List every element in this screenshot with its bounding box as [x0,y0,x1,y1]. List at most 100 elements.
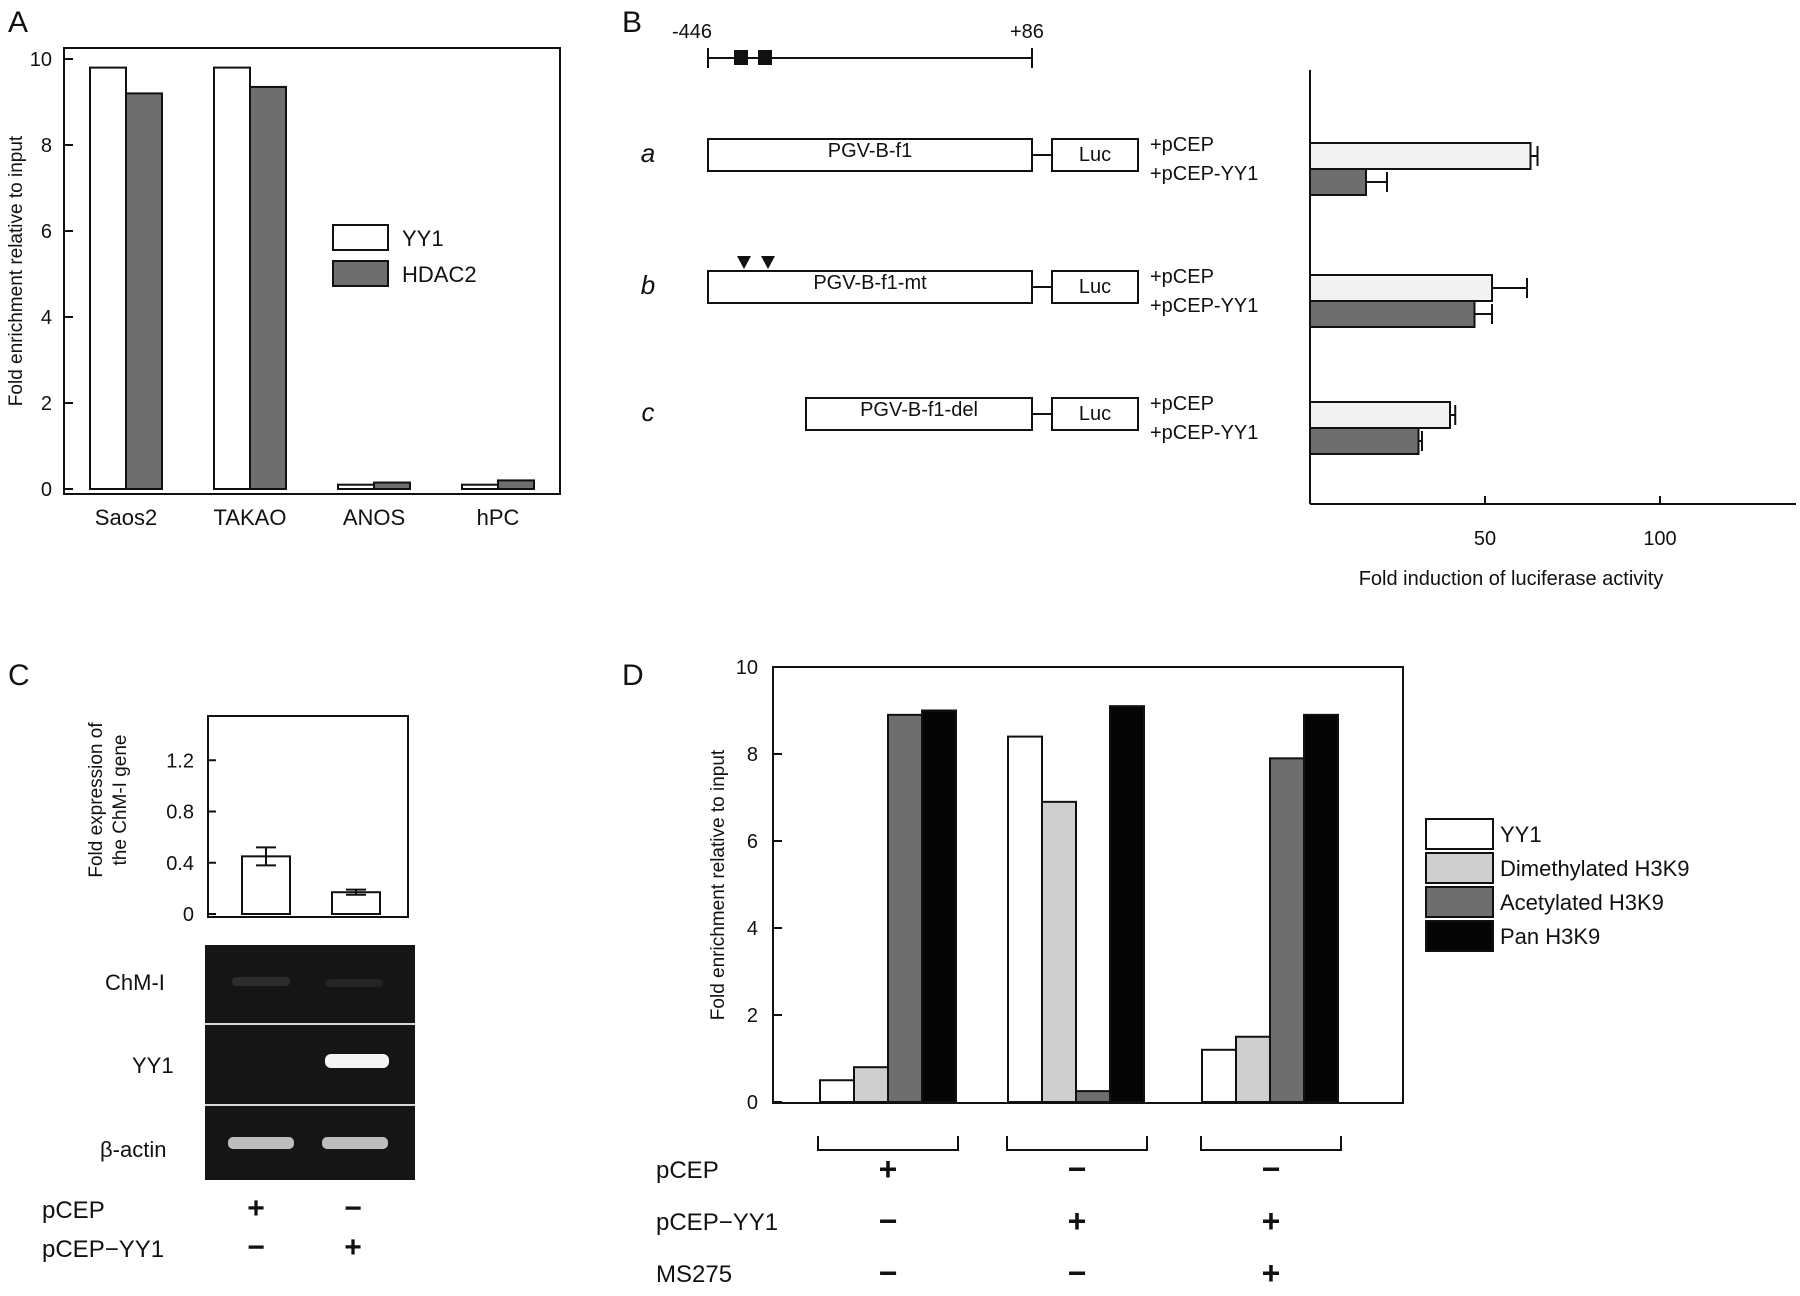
gel-band-actin-yy1 [322,1137,388,1149]
panel-d-condition-label: pCEP−YY1 [656,1209,778,1236]
panel-a-category-label: hPC [477,505,520,530]
construct-name: PGV-B-f1 [828,140,912,162]
panel-b-bar [1309,142,1532,170]
panel-a-category-label: TAKAO [214,505,287,530]
panel-d-bar [1075,1090,1111,1103]
panel-d-bar [1269,757,1305,1103]
construct-letter: a [641,138,655,168]
gel-band-yy1-yy1 [325,1054,389,1068]
construct-letter: b [641,270,655,300]
panel-label-d: D [622,659,644,692]
panel-d-bar [1201,1048,1237,1104]
panel-d-y-tick-label: 8 [747,744,758,766]
luc-box [1051,138,1139,172]
panel-d-condition-label: pCEP [656,1157,719,1184]
panel-a-bar [373,481,411,490]
panel-a-bar [337,483,375,491]
panel-d-y-tick-label: 10 [736,657,758,679]
panel-b-x-axis-label: Fold induction of luciferase activity [1359,568,1664,590]
panel-d-condition-mark: − [879,1203,898,1239]
panel-d-condition-mark: − [1262,1151,1281,1187]
map-start-label: -446 [672,21,712,43]
panel-c-plot-frame [207,715,409,918]
gel-label-actin: β-actin [100,1137,166,1162]
mutation-arrow-1 [737,256,751,269]
panel-d-condition-mark: + [1068,1203,1087,1239]
panel-d-condition-mark: + [1262,1255,1281,1291]
panel-d-legend-swatch [1425,920,1494,952]
gel-band-chmi-pcep [232,977,290,986]
panel-d-group-bracket [1006,1136,1148,1151]
panel-c-y-tick-label: 0 [183,904,194,926]
panel-a-y-tick-label: 8 [41,135,52,157]
panel-a-chart: Fold enrichment relative to input 0 2 4 6 8 1… [6,47,561,530]
panel-b-bar [1309,401,1451,429]
gel-label-yy1: YY1 [132,1053,174,1078]
gel-label-chmi: ChM-I [105,970,165,995]
map-end-label: +86 [1010,21,1044,43]
panel-label-b: B [622,6,642,39]
panel-a-y-axis-label: Fold enrichment relative to input [6,135,27,406]
panel-d-legend-label: Acetylated H3K9 [1500,890,1664,915]
panel-d-legend-swatch [1425,852,1494,884]
panel-a-bar [249,85,287,490]
panel-d-legend-label: Pan H3K9 [1500,924,1600,949]
panel-a-bar [461,483,499,491]
panel-d-legend-swatch [1425,818,1494,850]
gel-image: ChM-I YY1 β-actin [100,945,415,1180]
panel-d-legend-label: Dimethylated H3K9 [1500,856,1690,881]
panel-a-bar [213,66,251,490]
panel-d-y-tick-label: 2 [747,1005,758,1027]
construct-box [707,270,1033,304]
construct-box [805,397,1033,431]
panel-a-legend-label: YY1 [402,226,444,251]
panel-d-bar [853,1066,889,1103]
panel-c-y-axis-label-line2: the ChM-I gene [110,735,131,866]
panel-d-bar [1235,1035,1271,1103]
panel-b-x-tick-label: 100 [1643,528,1676,550]
panel-d-y-tick-label: 6 [747,831,758,853]
panel-a-category-label: ANOS [343,505,405,530]
panel-c-condition-mark: + [344,1231,362,1264]
panel-a-y-tick-label: 6 [41,221,52,243]
panel-c-chart: Fold expression of the ChM-I gene 0 0.4 0.… [42,715,415,1264]
panel-a-y-tick-label: 10 [30,49,52,71]
luc-label: Luc [1079,276,1111,298]
panel-a-y-tick-label: 0 [41,479,52,501]
mutation-arrow-2 [761,256,775,269]
luc-label: Luc [1079,403,1111,425]
panel-b-bar [1309,427,1420,455]
panel-c-condition-label: pCEP−YY1 [42,1236,164,1263]
panel-d-chart: Fold enrichment relative to input 0 2 4 6 8 1… [656,657,1690,1291]
panel-a-bar [497,479,535,490]
panel-c-condition-mark: + [247,1192,265,1225]
panel-b-bar [1309,300,1476,328]
panel-a-legend-swatch [332,224,389,251]
panel-d-condition-label: MS275 [656,1261,732,1288]
panel-a-y-tick-label: 2 [41,393,52,415]
panel-d-bar [1041,800,1077,1103]
panel-c-y-axis-label-line1: Fold expression of [86,722,107,878]
panel-c-y-tick-label: 0.8 [166,802,194,824]
panel-a-bar [125,92,163,491]
pcep-label: +pCEP [1150,134,1214,156]
panel-a-bar [89,66,127,490]
pcep-yy1-label: +pCEP-YY1 [1150,163,1258,185]
panel-b-x-tick-label: 50 [1474,528,1496,550]
panel-c-condition-mark: − [247,1231,265,1264]
construct-name: PGV-B-f1-del [860,399,978,421]
panel-d-y-axis-label: Fold enrichment relative to input [708,749,729,1020]
panel-d-condition-mark: − [1068,1255,1087,1291]
panel-d-y-tick-label: 0 [747,1092,758,1114]
pcep-yy1-label: +pCEP-YY1 [1150,295,1258,317]
panel-a-plot-frame [63,47,561,495]
panel-d-bar [819,1079,855,1103]
panel-d-legend-label: YY1 [1500,822,1542,847]
panel-c-condition-mark: − [344,1192,362,1225]
gel-band-chmi-yy1 [325,979,383,987]
panel-d-bar [1303,713,1339,1103]
yy1-site-1 [734,50,748,65]
panel-c-y-tick-label: 0.4 [166,853,194,875]
luc-label: Luc [1079,144,1111,166]
panel-d-bar [921,709,957,1103]
